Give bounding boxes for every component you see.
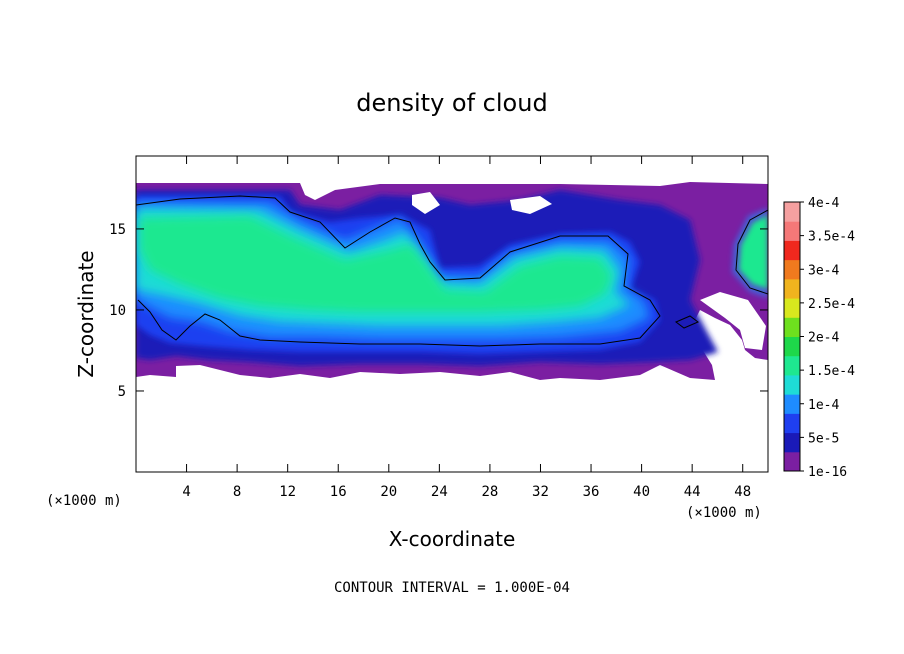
colorbar-swatch xyxy=(784,355,800,376)
x-tick-label: 24 xyxy=(431,484,448,500)
density-band-edge-rim xyxy=(732,208,768,298)
colorbar-label: 1.5e-4 xyxy=(808,364,855,379)
x-axis-unit-right: (×1000 m) xyxy=(686,505,762,521)
y-tick-label: 15 xyxy=(109,222,126,238)
x-tick-label: 28 xyxy=(481,484,498,500)
colorbar-label: 3e-4 xyxy=(808,263,839,278)
colorbar: 1e-16 5e-5 1e-4 1.5e-4 2e-4 2.5e-4 3e-4 3.5e-4 4… xyxy=(783,196,855,480)
cloud-gap xyxy=(412,192,440,214)
cloud-density-field xyxy=(136,182,768,380)
x-tick-label: 32 xyxy=(532,484,549,500)
x-tick-label: 44 xyxy=(684,484,701,500)
contour-interval-note: CONTOUR INTERVAL = 1.000E-04 xyxy=(334,580,570,596)
colorbar-swatch xyxy=(784,432,800,453)
colorbar-label: 1e-4 xyxy=(808,398,839,413)
x-axis-unit-left: (×1000 m) xyxy=(46,493,122,509)
contour-line-1e-4 xyxy=(735,209,768,295)
x-tick-label: 8 xyxy=(233,484,241,500)
density-band-2-5e-4 xyxy=(140,216,612,312)
contour-line-1e-4 xyxy=(136,195,661,347)
colorbar-swatch xyxy=(784,202,800,222)
contour-line-1e-4 xyxy=(675,315,699,329)
x-tick-label: 16 xyxy=(330,484,347,500)
chart-title: density of cloud xyxy=(356,89,547,117)
colorbar-swatch xyxy=(784,374,800,395)
plot-frame xyxy=(135,155,769,473)
colorbar-label: 2.5e-4 xyxy=(808,297,855,312)
colorbar-swatch xyxy=(784,336,800,357)
colorbar-swatch xyxy=(784,317,800,337)
colorbar-swatch xyxy=(784,221,800,241)
colorbar-swatch xyxy=(784,278,800,299)
colorbar-label: 3.5e-4 xyxy=(808,230,855,245)
x-axis-ticks: 4 8 12 16 20 24 28 32 36 40 44 48 xyxy=(182,156,751,500)
cloud-gap xyxy=(510,196,552,214)
cloud-gap xyxy=(700,292,766,350)
colorbar-swatch xyxy=(784,413,800,434)
y-axis-ticks: 5 10 15 xyxy=(109,222,768,400)
y-tick-label: 10 xyxy=(109,303,126,319)
x-tick-label: 4 xyxy=(182,484,190,500)
colorbar-swatch xyxy=(784,394,800,414)
colorbar-label: 1e-16 xyxy=(808,465,847,480)
y-tick-label: 5 xyxy=(118,384,126,400)
colorbar-label: 2e-4 xyxy=(808,331,839,346)
x-tick-label: 48 xyxy=(734,484,751,500)
colorbar-swatch xyxy=(784,298,800,318)
y-axis-label: Z-coordinate xyxy=(74,250,98,377)
x-tick-label: 40 xyxy=(633,484,650,500)
colorbar-swatch xyxy=(784,240,800,261)
x-tick-label: 20 xyxy=(380,484,397,500)
colorbar-swatch xyxy=(784,259,800,280)
colorbar-swatch xyxy=(784,451,800,472)
colorbar-label: 5e-5 xyxy=(808,431,839,446)
colorbar-label: 4e-4 xyxy=(808,196,839,211)
density-band-edge-blob xyxy=(738,214,768,290)
x-tick-label: 36 xyxy=(583,484,600,500)
x-axis-label: X-coordinate xyxy=(389,527,516,551)
x-tick-label: 12 xyxy=(279,484,296,500)
